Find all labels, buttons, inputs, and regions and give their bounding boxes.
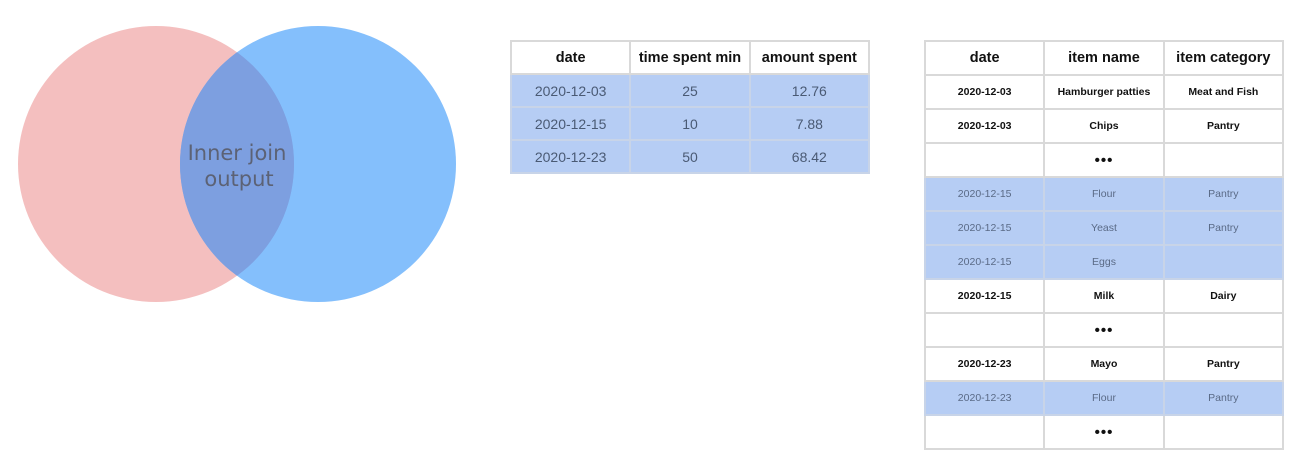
table-row: 2020-12-15 Milk Dairy: [923, 278, 1285, 314]
table-cell: Pantry: [1162, 346, 1285, 382]
table-cell: Chips: [1043, 108, 1165, 144]
table-cell: 2020-12-15: [923, 244, 1046, 280]
table-row: 2020-12-23 50 68.42: [509, 139, 871, 174]
venn-diagram: Inner join output: [18, 26, 456, 302]
table-cell: 2020-12-15: [923, 210, 1046, 246]
items-table: date item name item category 2020-12-03 H…: [923, 40, 1285, 450]
intersection-region: [180, 26, 294, 302]
table-cell: Meat and Fish: [1162, 74, 1285, 110]
table-cell: [923, 142, 1046, 178]
table-row: 2020-12-15 Yeast Pantry: [923, 210, 1285, 246]
ellipsis-row: •••: [923, 312, 1285, 348]
venn-label-line1: Inner join: [188, 141, 287, 165]
table-cell: [1163, 244, 1285, 280]
table-header-row: date time spent min amount spent: [509, 40, 871, 75]
table-cell: 10: [629, 106, 751, 141]
table-cell: 50: [629, 139, 751, 174]
table-cell: Eggs: [1043, 244, 1165, 280]
table-cell: Flour: [1043, 176, 1165, 212]
table-cell: 2020-12-03: [923, 108, 1046, 144]
ellipsis-row: •••: [923, 414, 1285, 450]
table-cell: 2020-12-15: [923, 278, 1046, 314]
column-header-item-category: item category: [1162, 40, 1285, 76]
table-cell: Flour: [1043, 380, 1165, 416]
items-table-body: 2020-12-03 Hamburger patties Meat and Fish…: [923, 74, 1285, 450]
table-cell: 7.88: [749, 106, 871, 141]
table-cell: Pantry: [1162, 108, 1285, 144]
table-cell: Dairy: [1162, 278, 1285, 314]
table-cell: [1162, 414, 1285, 450]
table-row: 2020-12-03 Chips Pantry: [923, 108, 1285, 144]
table-cell: [1162, 312, 1285, 348]
table-cell: 25: [629, 73, 751, 108]
table-row: 2020-12-15 10 7.88: [509, 106, 871, 141]
table-cell: 2020-12-15: [923, 176, 1046, 212]
table-cell: 68.42: [749, 139, 871, 174]
column-header-item-name: item name: [1043, 40, 1165, 76]
table-cell: 2020-12-23: [923, 346, 1046, 382]
table-row: 2020-12-23 Flour Pantry: [923, 380, 1285, 416]
table-cell: 2020-12-15: [509, 106, 632, 141]
table-row: 2020-12-23 Mayo Pantry: [923, 346, 1285, 382]
table-row: 2020-12-15 Eggs: [923, 244, 1285, 280]
column-header-time-spent: time spent min: [629, 40, 751, 75]
table-cell: [923, 312, 1046, 348]
table-cell: Pantry: [1163, 380, 1285, 416]
venn-label-line2: output: [204, 167, 273, 191]
table-cell: 2020-12-23: [923, 380, 1046, 416]
ellipsis-cell: •••: [1043, 142, 1165, 178]
table-cell: 12.76: [749, 73, 871, 108]
table-cell: 2020-12-03: [509, 73, 632, 108]
table-cell: [1162, 142, 1285, 178]
table-cell: 2020-12-23: [509, 139, 632, 174]
ellipsis-cell: •••: [1043, 312, 1165, 348]
table-cell: [923, 414, 1046, 450]
table-cell: Pantry: [1163, 210, 1285, 246]
ellipsis-cell: •••: [1043, 414, 1165, 450]
time-spent-table: date time spent min amount spent 2020-12…: [509, 40, 871, 174]
table-cell: Mayo: [1043, 346, 1165, 382]
table-cell: Hamburger patties: [1043, 74, 1165, 110]
table-cell: Milk: [1043, 278, 1165, 314]
table-row: 2020-12-03 Hamburger patties Meat and Fish: [923, 74, 1285, 110]
table-row: 2020-12-03 25 12.76: [509, 73, 871, 108]
ellipsis-row: •••: [923, 142, 1285, 178]
table-cell: Yeast: [1043, 210, 1165, 246]
column-header-date: date: [923, 40, 1046, 76]
table-cell: 2020-12-03: [923, 74, 1046, 110]
table-header-row: date item name item category: [923, 40, 1285, 76]
table-row: 2020-12-15 Flour Pantry: [923, 176, 1285, 212]
column-header-amount-spent: amount spent: [748, 40, 871, 75]
table-cell: Pantry: [1163, 176, 1285, 212]
column-header-date: date: [509, 40, 632, 75]
